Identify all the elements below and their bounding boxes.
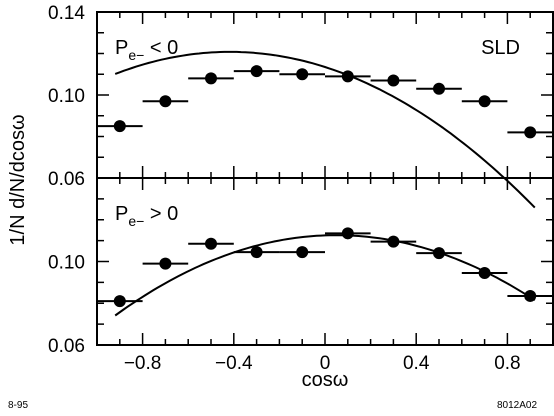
annotation-relation: > 0 [144,203,178,225]
data-point [387,235,400,248]
panel-top: 0.06 0.10 0.14 Pe− < 0 SLD [48,3,554,209]
x-tick-label: −0.8 [124,353,162,374]
x-axis-title: cosω [302,369,349,391]
data-point [433,247,445,260]
data-point [524,126,537,139]
annotation-main: P [115,203,128,225]
data-point [205,237,217,250]
data-point [205,72,217,85]
data-point [113,120,126,133]
footer-left-code: 8-95 [8,400,29,411]
data-point [296,246,309,259]
data-point [250,246,263,259]
data-point [433,82,445,95]
data-point [159,95,172,108]
data-point [341,70,354,83]
data-point [387,74,400,87]
annotation-sub: e− [128,213,144,229]
data-point [159,257,172,270]
panel-annotation: Pe− < 0 [115,37,178,63]
fit-curve [114,234,536,317]
x-tick-label: −0.4 [215,353,253,374]
x-tick-label: 0.8 [494,353,520,374]
x-tick-label: 0.4 [403,353,430,374]
data-point [524,289,537,302]
data-point [113,295,126,308]
experiment-label: SLD [481,37,520,59]
footer-right-code: 8012A02 [497,400,538,411]
data-point [478,266,491,279]
y-axis-title: 1/N d/N/dcosω [7,114,29,245]
data-point [296,68,309,81]
annotation-relation: < 0 [144,37,178,59]
y-tick-label: 0.10 [48,253,85,274]
panel-bottom: 0.06 0.10 Pe− > 0 [48,177,554,357]
fit-curve [114,50,536,209]
data-point [478,95,491,108]
annotation-sub: e− [128,47,144,63]
data-point [341,227,354,240]
y-tick-label: 0.06 [48,336,85,357]
annotation-main: P [115,37,128,59]
data-point [250,65,263,78]
y-tick-label: 0.14 [48,3,85,24]
panel-annotation: Pe− > 0 [115,203,178,229]
y-tick-label: 0.06 [48,169,85,190]
y-tick-label: 0.10 [48,86,85,107]
plot-layer: 0.06 0.10 0.14 Pe− < 0 SLD 0.06 0.10 Pe− > 0 −0.… [48,3,554,374]
x-tick-label: 0 [320,353,331,374]
